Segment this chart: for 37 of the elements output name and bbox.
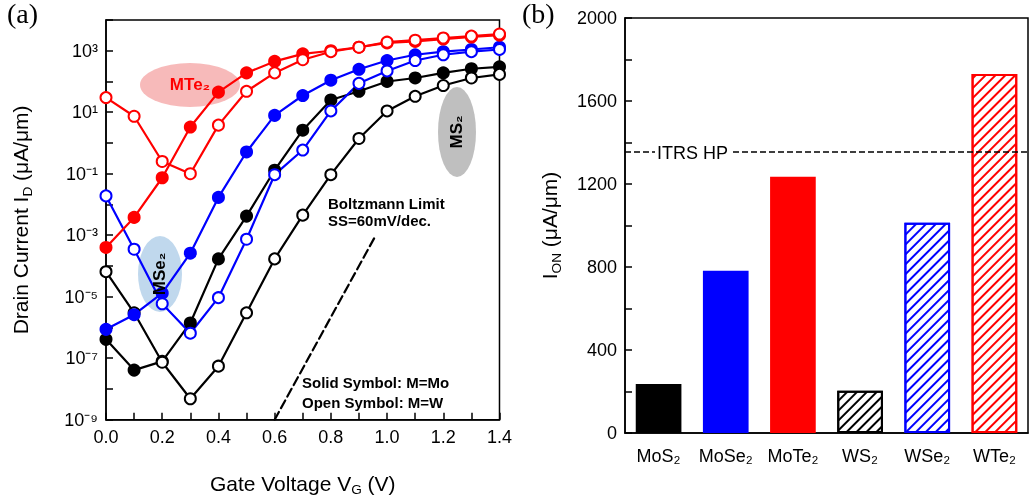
annotation: Boltzmann Limit <box>328 195 445 212</box>
y-tick-label: 10¹ <box>71 102 99 123</box>
chart-title: (b) <box>522 0 555 29</box>
y-tick-label: 10³ <box>71 40 99 61</box>
y-tick-label: 1600 <box>576 91 617 111</box>
x-tick-label: WS₂ <box>842 446 879 466</box>
y-axis-title: ION (μA/μm) <box>537 171 564 280</box>
y-tick-label: 2000 <box>576 8 617 28</box>
annotation: MS₂ <box>447 115 467 149</box>
y-tick-label: 0 <box>606 423 617 443</box>
annotation: Open Symbol: M=W <box>302 394 445 411</box>
x-tick-label: MoTe₂ <box>767 446 819 466</box>
y-axis-title: Drain Current ID (μA/μm) <box>8 105 35 335</box>
y-tick-label: 1200 <box>576 174 617 194</box>
ref-line-label: ITRS HP <box>657 142 729 163</box>
x-tick-label: 0.8 <box>318 426 344 447</box>
x-tick-label: MoSe₂ <box>698 446 753 466</box>
x-tick-label: 1.0 <box>374 426 400 447</box>
chart-title: (a) <box>7 0 39 29</box>
annotation: MSe₂ <box>150 252 170 296</box>
annotation: Solid Symbol: M=Mo <box>302 374 450 391</box>
annotation: SS=60mV/dec. <box>328 212 431 229</box>
x-tick-label: WTe₂ <box>972 446 1016 466</box>
x-tick-label: 0.2 <box>149 426 175 447</box>
y-tick-label: 10⁻¹ <box>65 163 99 184</box>
annotation: MTe₂ <box>169 75 211 95</box>
x-tick-label: 0.6 <box>262 426 288 447</box>
x-tick-label: 0.4 <box>205 426 231 447</box>
x-tick-label: 1.4 <box>486 426 512 447</box>
x-tick-label: WSe₂ <box>904 446 951 466</box>
y-tick-label: 10⁻³ <box>65 225 99 246</box>
y-tick-label: 800 <box>586 257 617 277</box>
x-tick-label: MoS₂ <box>636 446 681 466</box>
y-tick-label: 10⁻⁵ <box>64 286 98 307</box>
y-tick-label: 10⁻⁷ <box>65 348 98 369</box>
x-tick-label: 1.2 <box>430 426 456 447</box>
y-tick-label: 400 <box>586 340 617 360</box>
